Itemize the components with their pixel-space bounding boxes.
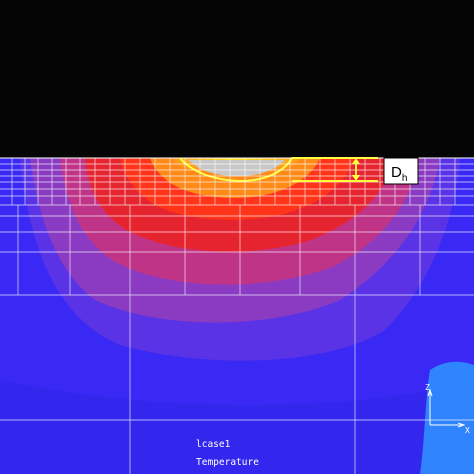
depth-arrow-head-up: [352, 158, 360, 164]
depth-arrow-head-down: [352, 175, 360, 181]
depth-label-box: [383, 157, 419, 185]
pool-outline: [179, 157, 375, 183]
result-label: Temperature: [196, 457, 259, 468]
cool-band-bottom: [0, 380, 474, 474]
depth-subscript: h: [402, 173, 408, 184]
axis-z-label: Z: [425, 383, 430, 392]
depth-label: Dh: [391, 164, 407, 184]
background-void: [0, 0, 474, 158]
case-label: lcase1: [196, 439, 231, 450]
depth-annotation: Dh: [292, 157, 419, 185]
axis-x-label: X: [465, 426, 470, 435]
cool-edge-right: [420, 361, 474, 474]
axis-triad: [427, 388, 466, 428]
depth-symbol: D: [391, 164, 402, 181]
